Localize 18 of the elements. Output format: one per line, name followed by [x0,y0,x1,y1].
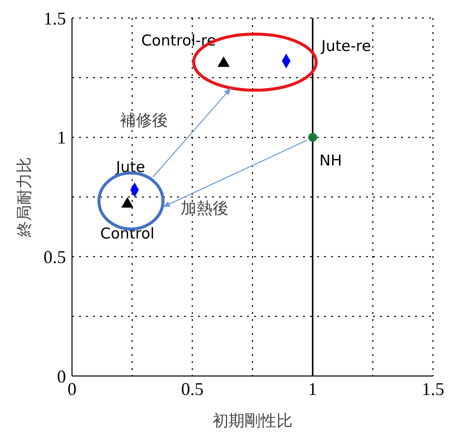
y-tick-label: 0.5 [44,247,66,268]
x-axis-title: 初期剛性比 [212,411,292,430]
x-tick-label: 0.5 [181,378,204,399]
point [308,132,318,142]
text: Jute-re [320,37,371,56]
series-label: NH [319,151,342,170]
y-tick-label: 1.5 [44,8,66,28]
x-tick-label: 1 [308,378,318,399]
point [121,197,134,208]
y-axis-title: 終局耐力比 [14,157,34,238]
series-label: Control [100,224,154,242]
y-tick-label: 0 [57,366,66,386]
y-tick-label: 1 [57,128,66,148]
series-label: Control-re [141,31,216,50]
annotation: 補修後 [120,110,168,132]
annotation: 加熱後 [180,198,228,220]
x-tick-label: 1.5 [422,378,444,399]
series-label: Jute [115,158,146,176]
